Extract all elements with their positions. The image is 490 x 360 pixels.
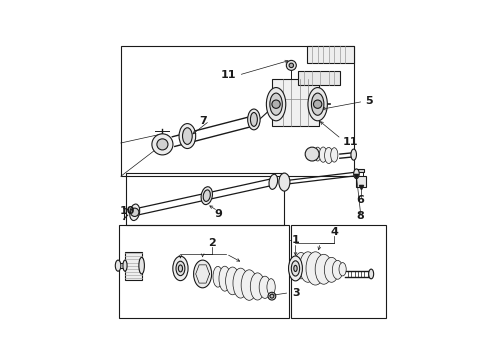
Ellipse shape [354,169,359,179]
Ellipse shape [225,267,240,295]
Ellipse shape [289,63,294,68]
Ellipse shape [152,134,173,155]
Ellipse shape [306,252,325,285]
Ellipse shape [331,148,338,162]
Ellipse shape [315,254,332,284]
Ellipse shape [194,260,212,288]
Ellipse shape [270,93,282,115]
Ellipse shape [294,252,308,279]
Ellipse shape [324,148,333,163]
Ellipse shape [308,87,327,121]
Ellipse shape [332,260,343,279]
Bar [121,46,354,176]
Ellipse shape [219,266,231,291]
Ellipse shape [339,262,346,276]
Ellipse shape [178,265,182,272]
Ellipse shape [250,273,265,300]
Bar [292,225,386,318]
Ellipse shape [203,190,210,202]
Ellipse shape [314,100,322,108]
Ellipse shape [130,208,139,216]
Bar [298,71,340,85]
Ellipse shape [233,268,248,298]
Ellipse shape [312,93,324,115]
Bar [125,252,142,279]
Ellipse shape [179,123,196,149]
Ellipse shape [314,147,321,161]
Bar [356,176,366,187]
Text: 7: 7 [199,116,207,126]
Ellipse shape [270,294,274,298]
Text: 10: 10 [120,206,135,216]
Ellipse shape [201,187,213,204]
Ellipse shape [241,270,257,300]
Text: 11: 11 [343,136,358,147]
Ellipse shape [259,276,271,298]
Ellipse shape [176,261,185,276]
Text: 1: 1 [292,235,300,245]
Text: 11: 11 [220,70,236,80]
Bar [357,169,364,172]
Ellipse shape [268,292,276,300]
Ellipse shape [305,147,319,161]
Ellipse shape [157,139,168,150]
Ellipse shape [173,256,188,281]
Ellipse shape [123,260,127,271]
Text: 6: 6 [357,195,365,205]
Text: 4: 4 [330,227,338,237]
Ellipse shape [286,60,296,70]
Ellipse shape [319,147,327,162]
Text: 5: 5 [365,96,372,107]
Ellipse shape [247,109,260,130]
Ellipse shape [368,269,374,279]
Text: 2: 2 [208,238,216,248]
Ellipse shape [130,204,140,221]
Text: 9: 9 [214,209,222,219]
Text: 3: 3 [292,288,300,298]
Ellipse shape [213,266,223,287]
Text: 8: 8 [357,211,365,221]
Ellipse shape [279,173,290,191]
Ellipse shape [300,252,316,282]
Bar [307,46,354,63]
Ellipse shape [294,265,297,271]
Ellipse shape [250,112,257,126]
Ellipse shape [269,174,278,189]
Ellipse shape [292,261,300,276]
Ellipse shape [289,256,302,281]
Ellipse shape [139,257,145,274]
Bar [126,174,284,225]
Ellipse shape [267,279,275,295]
Ellipse shape [182,128,192,144]
Bar [272,79,319,126]
Ellipse shape [272,100,280,108]
Ellipse shape [351,149,356,160]
Bar [120,225,289,318]
Ellipse shape [324,257,339,282]
Ellipse shape [267,87,286,121]
Ellipse shape [115,260,121,271]
